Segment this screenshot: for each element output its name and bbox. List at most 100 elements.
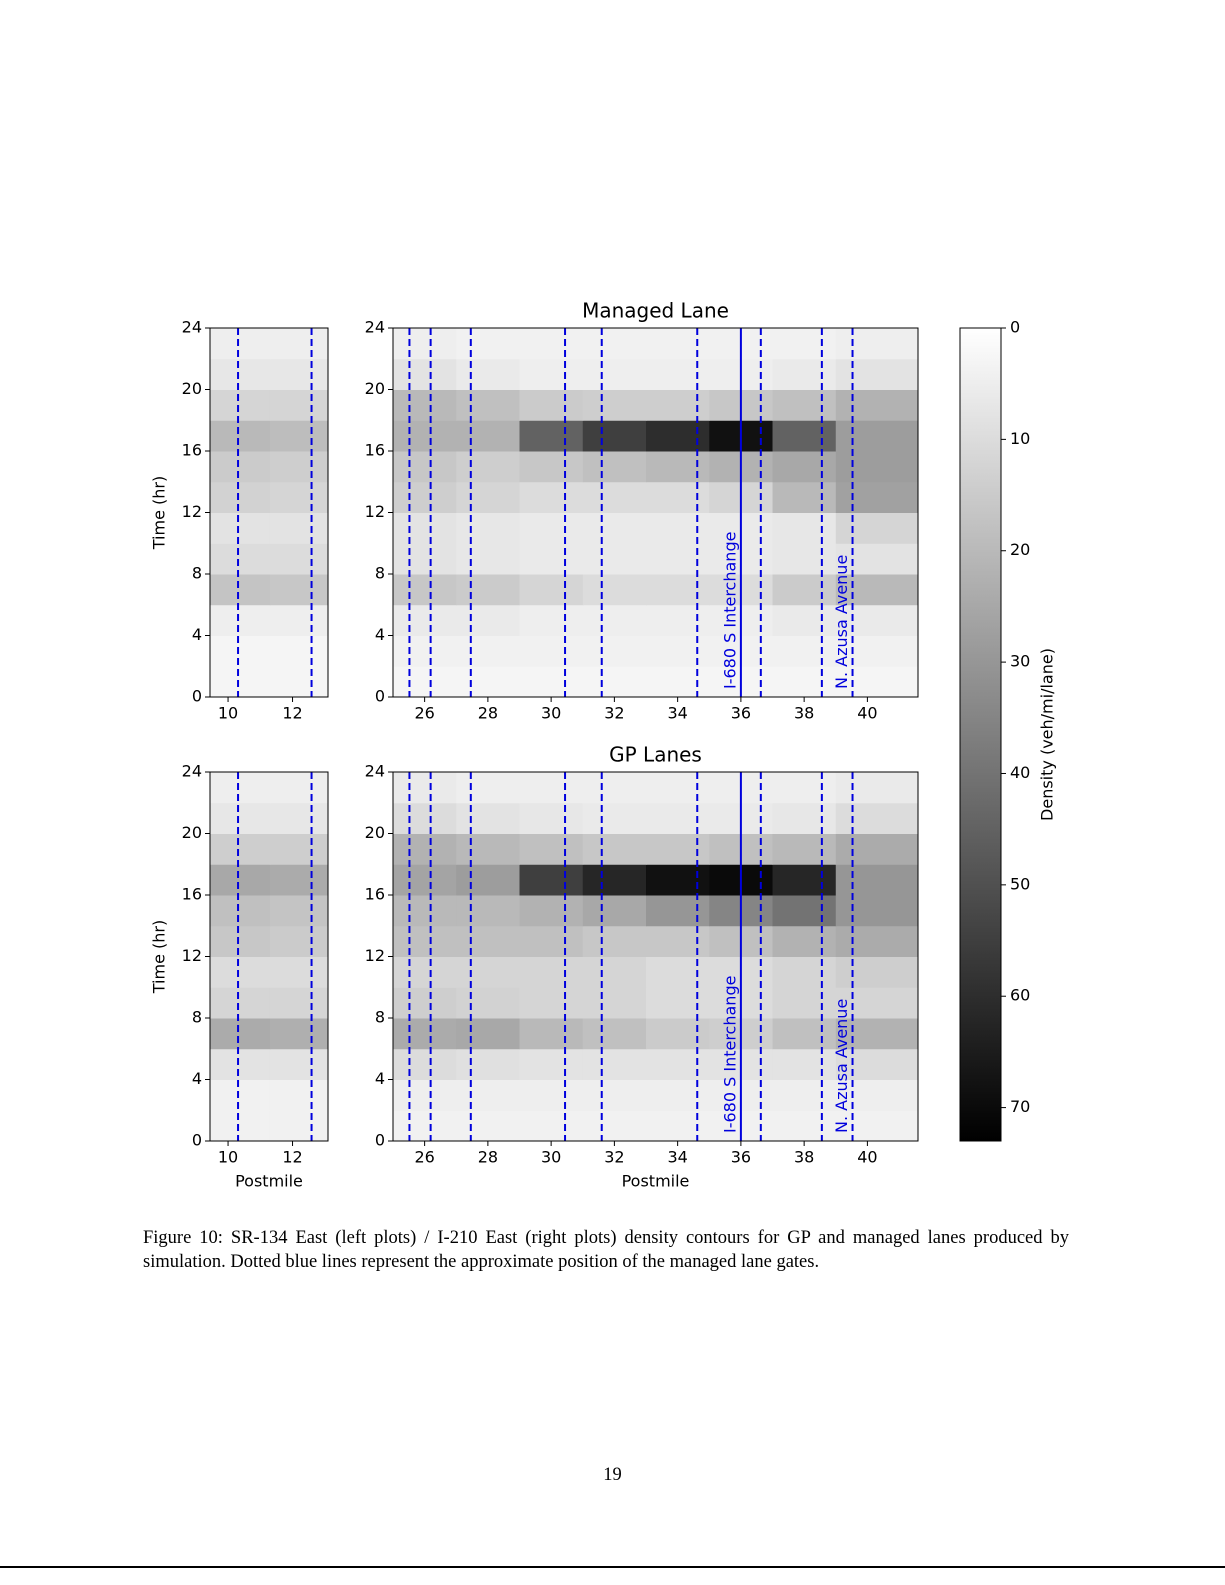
x-tick-label: 32 bbox=[604, 1148, 624, 1167]
heat-cell bbox=[772, 328, 837, 360]
heat-cell bbox=[772, 833, 837, 865]
x-tick-label: 26 bbox=[414, 1148, 434, 1167]
heat-cell bbox=[646, 772, 710, 804]
heat-cell bbox=[519, 772, 584, 804]
heat-cell bbox=[210, 574, 271, 606]
x-axis-label: Postmile bbox=[235, 1172, 303, 1191]
heat-cell bbox=[835, 604, 919, 636]
y-tick-label: 24 bbox=[365, 762, 385, 781]
heat-cell bbox=[393, 543, 457, 575]
heat-cell bbox=[835, 420, 919, 452]
heat-cell bbox=[519, 574, 584, 606]
heat-cell bbox=[646, 1018, 710, 1050]
heat-cell bbox=[646, 451, 710, 483]
heat-cell bbox=[772, 604, 837, 636]
heat-cell bbox=[582, 925, 647, 957]
heat-cell bbox=[519, 512, 584, 544]
heat-cell bbox=[393, 328, 457, 360]
y-tick-label: 0 bbox=[375, 1131, 385, 1150]
heat-cell bbox=[519, 358, 584, 390]
heat-cell bbox=[835, 956, 919, 988]
heat-cell bbox=[582, 1048, 647, 1080]
heat-cell bbox=[456, 389, 521, 421]
heat-cell bbox=[835, 802, 919, 834]
heat-cell bbox=[582, 802, 647, 834]
heat-cell bbox=[835, 1110, 919, 1142]
heat-cell bbox=[835, 1048, 919, 1080]
y-tick-label: 20 bbox=[182, 823, 202, 842]
page-number: 19 bbox=[603, 1465, 622, 1485]
y-tick-label: 4 bbox=[192, 625, 202, 644]
colorbar-tick-label: 40 bbox=[1010, 763, 1030, 782]
heat-cell bbox=[393, 604, 457, 636]
heat-cell bbox=[393, 451, 457, 483]
heat-cell bbox=[646, 389, 710, 421]
heat-cell bbox=[456, 987, 521, 1019]
heat-cell bbox=[772, 895, 837, 927]
heat-cell bbox=[772, 1079, 837, 1111]
y-tick-label: 0 bbox=[192, 1131, 202, 1150]
heat-cell bbox=[210, 864, 271, 896]
heat-cell bbox=[582, 864, 647, 896]
heat-cell bbox=[210, 666, 271, 698]
heat-cell bbox=[646, 358, 710, 390]
heat-cell bbox=[393, 574, 457, 606]
heat-cell bbox=[835, 389, 919, 421]
heat-cell bbox=[456, 574, 521, 606]
heat-cell bbox=[646, 574, 710, 606]
x-tick-label: 36 bbox=[731, 704, 751, 723]
heat-cell bbox=[269, 1079, 329, 1111]
y-tick-label: 4 bbox=[375, 625, 385, 644]
heat-cell bbox=[835, 1079, 919, 1111]
y-tick-label: 20 bbox=[365, 379, 385, 398]
heat-cell bbox=[393, 389, 457, 421]
annotation: N. Azusa Avenue bbox=[832, 555, 851, 689]
heat-cell bbox=[646, 833, 710, 865]
y-tick-label: 20 bbox=[365, 823, 385, 842]
heat-cell bbox=[456, 772, 521, 804]
heat-cell bbox=[269, 328, 329, 360]
heat-cell bbox=[269, 451, 329, 483]
heat-cell bbox=[835, 512, 919, 544]
heat-cell bbox=[456, 895, 521, 927]
heat-cell bbox=[772, 420, 837, 452]
heat-cell bbox=[269, 358, 329, 390]
heat-cell bbox=[772, 802, 837, 834]
heat-cell bbox=[835, 925, 919, 957]
x-tick-label: 12 bbox=[282, 1148, 302, 1167]
y-tick-label: 12 bbox=[182, 946, 202, 965]
heat-cell bbox=[582, 420, 647, 452]
heat-cell bbox=[456, 1018, 521, 1050]
heat-cell bbox=[646, 864, 710, 896]
y-tick-label: 0 bbox=[375, 687, 385, 706]
y-tick-label: 24 bbox=[182, 762, 202, 781]
panel-title: Managed Lane bbox=[582, 299, 729, 323]
heat-cell bbox=[393, 772, 457, 804]
x-tick-label: 28 bbox=[478, 704, 498, 723]
x-tick-label: 40 bbox=[857, 704, 877, 723]
heat-cell bbox=[456, 512, 521, 544]
heat-cell bbox=[519, 635, 584, 667]
panel-title: GP Lanes bbox=[609, 743, 702, 767]
heat-cell bbox=[519, 1018, 584, 1050]
heat-cell bbox=[582, 604, 647, 636]
x-tick-label: 30 bbox=[541, 704, 561, 723]
heat-cell bbox=[269, 895, 329, 927]
heat-cell bbox=[210, 956, 271, 988]
colorbar bbox=[959, 327, 1002, 1142]
heat-cell bbox=[456, 1110, 521, 1142]
heat-cell bbox=[393, 925, 457, 957]
heat-cell bbox=[519, 1079, 584, 1111]
y-tick-label: 16 bbox=[182, 441, 202, 460]
heat-cell bbox=[210, 772, 271, 804]
y-tick-label: 8 bbox=[192, 564, 202, 583]
heat-cell bbox=[456, 956, 521, 988]
heat-cell bbox=[393, 512, 457, 544]
heat-cell bbox=[772, 358, 837, 390]
heat-cell bbox=[456, 864, 521, 896]
heat-cell bbox=[582, 328, 647, 360]
heat-cell bbox=[210, 481, 271, 513]
heat-cell bbox=[646, 328, 710, 360]
y-tick-label: 16 bbox=[365, 441, 385, 460]
